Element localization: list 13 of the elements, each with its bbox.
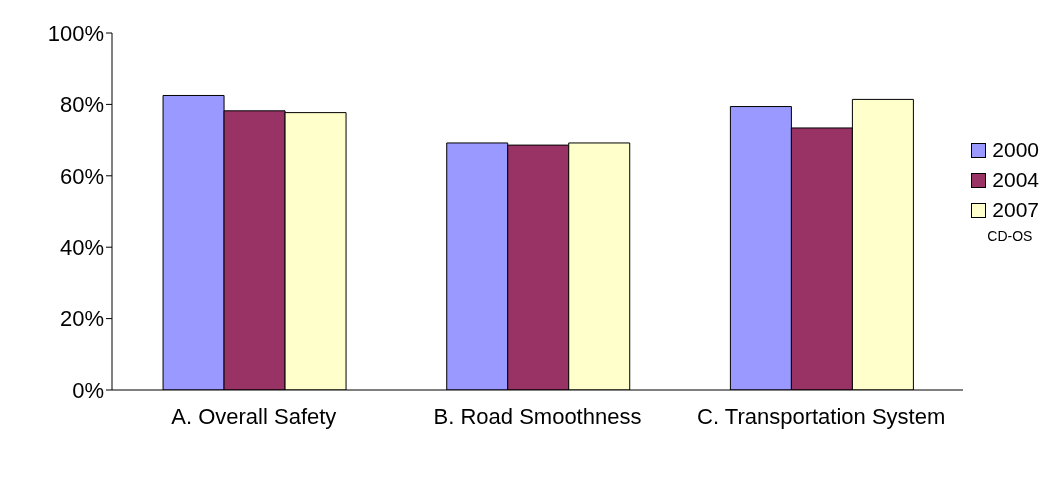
x-tick-label: B. Road Smoothness (433, 403, 642, 429)
y-tick-label: 20% (59, 306, 104, 332)
legend-label: 2000 (992, 138, 1039, 162)
x-tick-label: C. Transportation System (697, 403, 946, 429)
y-tick-label: 0% (72, 377, 104, 403)
y-tick-label: 80% (59, 92, 104, 118)
legend-label: 2007 (992, 198, 1039, 222)
y-tick-label: 60% (59, 163, 104, 189)
y-tick-label: 40% (59, 235, 104, 261)
legend-label: 2004 (992, 168, 1039, 192)
y-tick-label: 100% (47, 20, 104, 46)
text: CD-OS (987, 228, 1034, 244)
x-tick-label: A. Overall Safety (171, 403, 337, 429)
